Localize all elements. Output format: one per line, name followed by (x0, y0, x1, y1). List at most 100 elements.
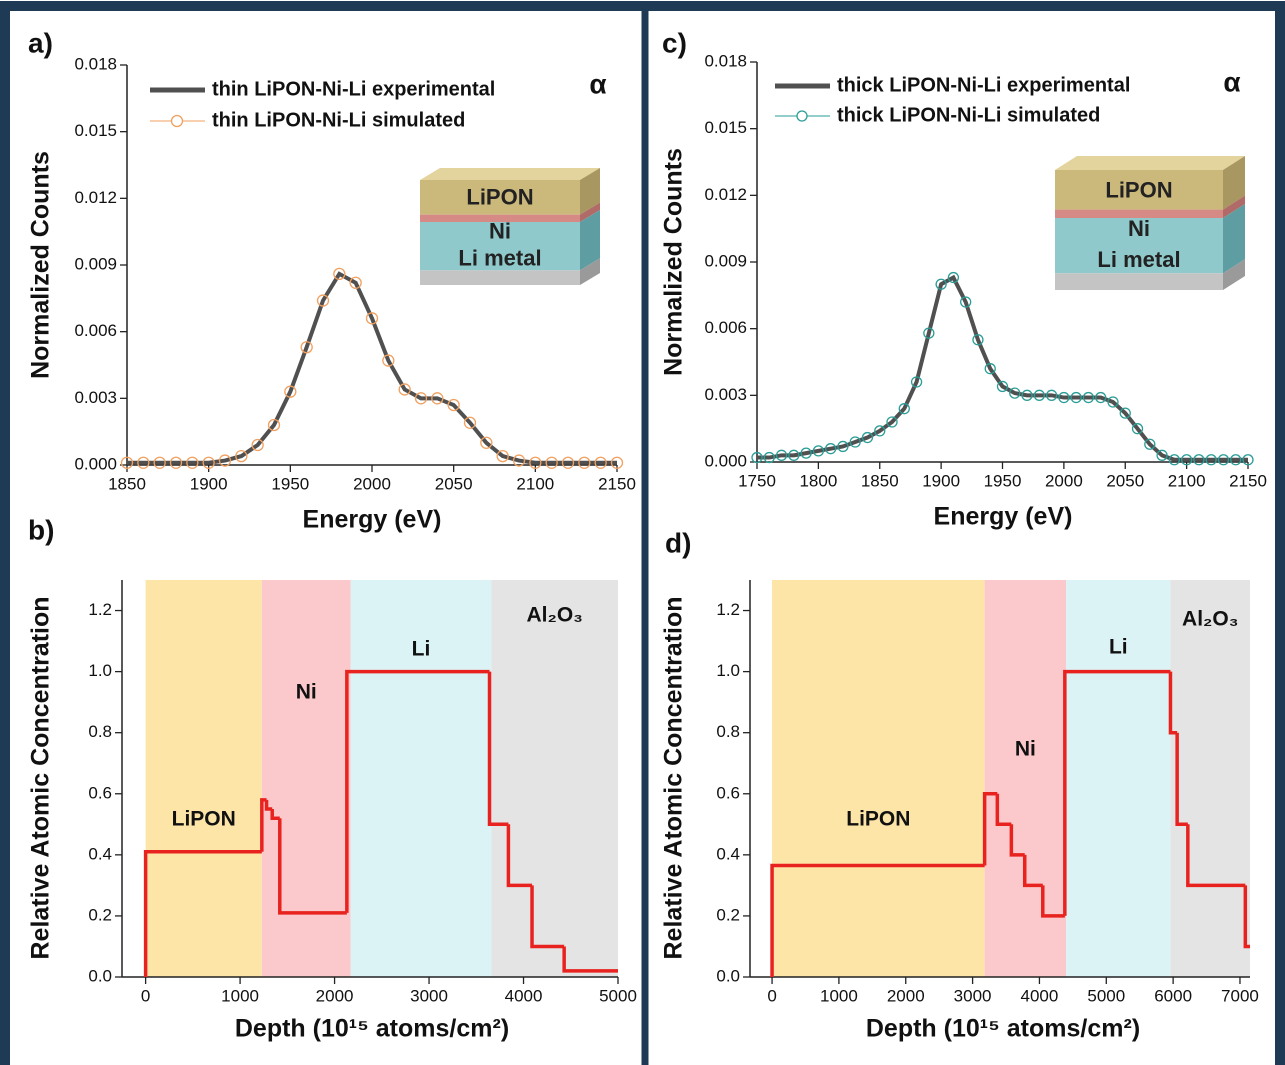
marker (910, 376, 923, 388)
inset-layer (420, 270, 580, 285)
x-tick-label: 6000 (1154, 986, 1192, 1005)
x-tick-label: 2100 (1168, 471, 1206, 490)
marker (251, 438, 264, 452)
x-axis-title: Energy (eV) (303, 506, 442, 534)
marker (984, 363, 996, 375)
step-segment (1243, 885, 1250, 949)
x-tick-label: 5000 (1087, 986, 1125, 1005)
marker (1205, 454, 1217, 466)
panel-label: b) (28, 514, 54, 545)
step-segment (278, 818, 347, 915)
region (261, 580, 351, 977)
y-tick-label: 0.012 (704, 185, 747, 204)
legend-label: thick LiPON-Ni-Li simulated (837, 104, 1100, 126)
x-tick-label: 2150 (598, 474, 636, 493)
legend-marker (170, 114, 184, 128)
marker (1107, 396, 1119, 408)
y-tick-label: 0.8 (88, 722, 112, 741)
step-segment (995, 793, 1012, 827)
inset-side (580, 258, 600, 285)
inset-side (1223, 156, 1245, 210)
x-axis-title: Energy (eV) (934, 503, 1073, 531)
y-axis-title: Normalized Counts (660, 148, 688, 376)
marker (775, 449, 788, 461)
marker (837, 440, 849, 453)
marker (1119, 407, 1131, 419)
step-segment (345, 669, 490, 913)
inset-layer (420, 180, 580, 215)
panel-label: a) (28, 27, 53, 58)
region (772, 580, 985, 977)
inset-label: Ni (489, 218, 511, 243)
x-tick-label: 1850 (861, 471, 899, 490)
marker (1033, 389, 1045, 401)
x-tick-label: 1900 (190, 474, 228, 493)
step-segment (562, 946, 618, 973)
y-tick-label: 0.6 (88, 783, 112, 802)
marker (529, 456, 542, 469)
x-tick-label: 1950 (271, 474, 309, 493)
y-tick-label: 0.000 (74, 454, 117, 473)
region (145, 580, 262, 977)
y-tick-label: 0.015 (704, 118, 747, 137)
step-segment (1041, 885, 1065, 918)
region-label: Li (1109, 636, 1128, 659)
inset-top (1055, 156, 1245, 170)
inset-side (1223, 204, 1245, 274)
panel-label: d) (665, 527, 691, 558)
region-label: Ni (1015, 738, 1036, 761)
legend-label: thin LiPON-Ni-Li experimental (212, 78, 495, 100)
inset-label: LiPON (1105, 177, 1172, 202)
inset-layer (1055, 209, 1223, 218)
inset-layer (1055, 273, 1223, 290)
y-tick-label: 0.006 (74, 321, 117, 340)
y-tick-label: 0.015 (74, 121, 117, 140)
inset-label: Li metal (458, 246, 541, 271)
marker (1180, 454, 1193, 466)
x-tick-label: 2150 (1229, 471, 1267, 490)
marker (972, 334, 984, 346)
x-tick-label: 3000 (410, 986, 448, 1005)
y-tick-label: 0.012 (74, 188, 117, 207)
marker (1217, 454, 1230, 466)
x-tick-label: 4000 (505, 986, 543, 1005)
step-segment (1009, 824, 1025, 857)
region (1170, 580, 1250, 977)
legend-label: thick LiPON-Ni-Li experimental (837, 74, 1130, 96)
x-tick-label: 0 (767, 986, 776, 1005)
marker (923, 327, 935, 339)
x-tick-label: 7000 (1221, 986, 1259, 1005)
y-tick-label: 0.0 (716, 966, 740, 985)
marker (365, 312, 379, 325)
region (350, 580, 492, 977)
step-segment (1175, 732, 1188, 827)
marker (284, 385, 297, 398)
step-segment (506, 824, 533, 888)
y-tick-label: 0.8 (716, 722, 740, 741)
y-tick-label: 0.6 (716, 783, 740, 802)
y-tick-label: 1.0 (88, 661, 112, 680)
x-tick-label: 2100 (516, 474, 554, 493)
y-tick-label: 0.0 (88, 966, 112, 985)
marker (1045, 389, 1058, 401)
inset-top (420, 168, 600, 180)
annotation: α (589, 68, 606, 99)
x-tick-label: 2000 (316, 986, 354, 1005)
y-tick-label: 0.006 (704, 318, 747, 337)
y-tick-label: 0.018 (74, 54, 117, 73)
region-label: Li (412, 638, 431, 661)
marker (431, 392, 444, 405)
marker (886, 416, 898, 428)
marker (480, 436, 493, 449)
y-tick-label: 0.009 (704, 251, 747, 270)
marker (610, 456, 624, 469)
y-tick-label: 1.0 (716, 661, 740, 680)
marker (1156, 449, 1168, 461)
y-tick-label: 1.2 (716, 600, 740, 619)
inset-layer (420, 222, 580, 271)
line (127, 271, 617, 465)
inset-layer (1055, 218, 1223, 274)
step-segment (1186, 824, 1246, 888)
marker (788, 449, 800, 461)
marker (316, 294, 330, 307)
